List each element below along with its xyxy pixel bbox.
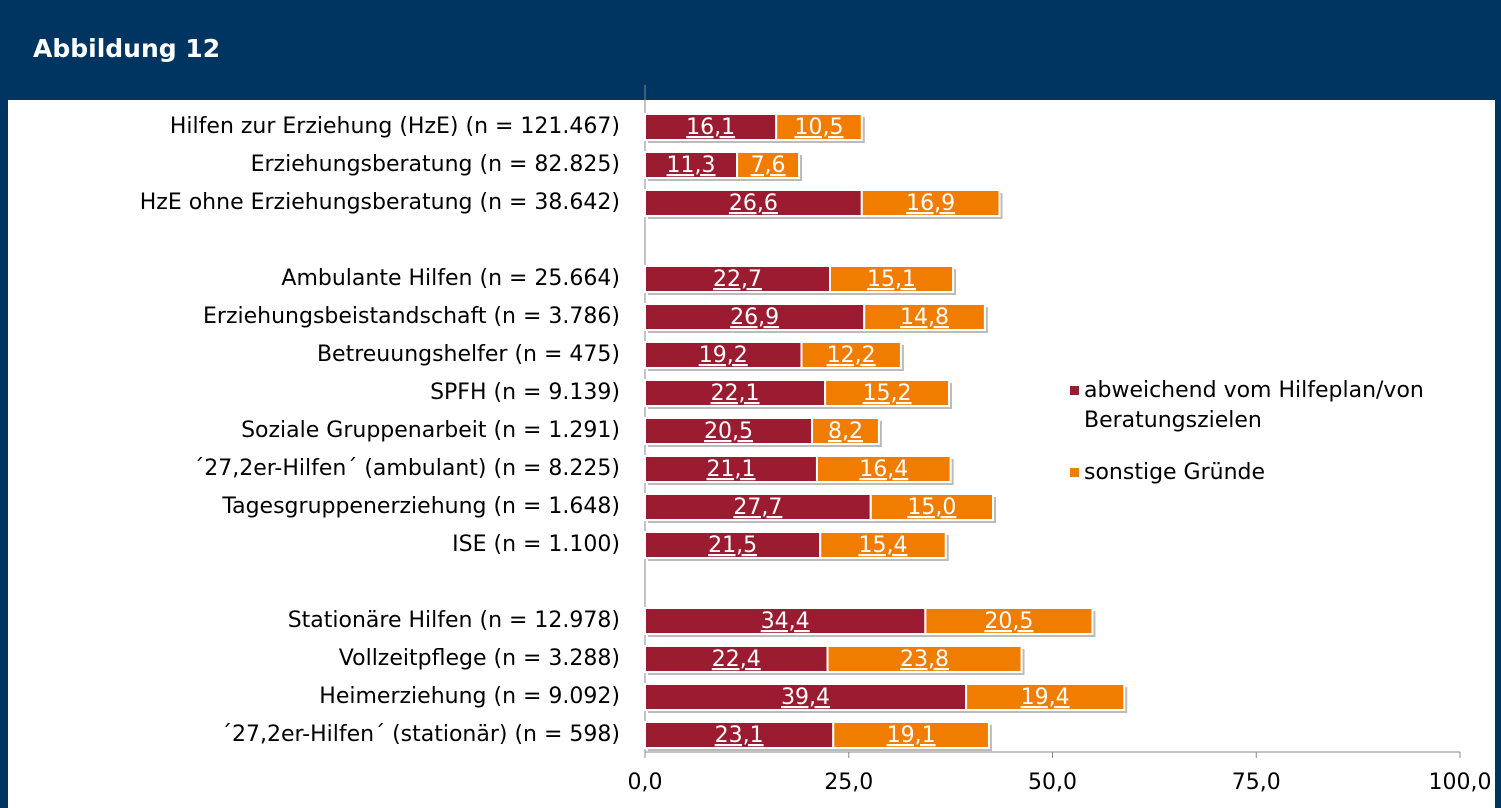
x-tick-label: 25,0: [824, 770, 873, 795]
category-label: Erziehungsberatung (n = 82.825): [251, 152, 620, 177]
value-label: 11,3: [667, 153, 716, 178]
value-label: 7,6: [751, 153, 786, 178]
header: [0, 0, 1501, 100]
value-label: 16,9: [906, 191, 955, 216]
bar-segment: [832, 721, 990, 749]
value-label: 20,5: [984, 609, 1033, 634]
bar-segment: [826, 645, 1023, 673]
value-label: 27,7: [733, 495, 782, 520]
x-tick-label: 0,0: [628, 770, 663, 795]
bar-segment: [644, 303, 866, 331]
bar-segment: [644, 113, 778, 141]
value-label: 10,5: [795, 115, 844, 140]
value-label: 19,4: [1021, 685, 1070, 710]
category-label: Ambulante Hilfen (n = 25.664): [281, 266, 620, 291]
bar-segment: [644, 531, 822, 559]
bar-segment: [736, 151, 801, 179]
chart-title: Abbildung 12: [33, 34, 220, 63]
bar-segment: [800, 341, 902, 369]
value-label: 39,4: [781, 685, 830, 710]
value-label: 19,1: [887, 723, 936, 748]
right-border: [1495, 0, 1501, 808]
legend-label: abweichend vom Hilfeplan/von Beratungszi…: [1084, 378, 1424, 433]
x-tick-label: 50,0: [1028, 770, 1077, 795]
category-label: ´27,2er-Hilfen´ (stationär) (n = 598): [221, 722, 620, 747]
value-label: 21,1: [706, 457, 755, 482]
bar-segment: [644, 189, 863, 217]
legend-label: sonstige Gründe: [1084, 460, 1266, 485]
bar-segment: [644, 455, 818, 483]
category-label: SPFH (n = 9.139): [430, 380, 620, 405]
category-label: Stationäre Hilfen (n = 12.978): [288, 608, 620, 633]
category-label: Tagesgruppenerziehung (n = 1.648): [221, 494, 620, 519]
value-label: 22,1: [711, 381, 760, 406]
value-label: 15,2: [863, 381, 912, 406]
left-border: [0, 0, 8, 808]
legend-item: sonstige Gründe: [1070, 458, 1500, 488]
legend: abweichend vom Hilfeplan/von Beratungszi…: [1070, 376, 1500, 510]
category-label: ISE (n = 1.100): [452, 532, 620, 557]
value-label: 15,0: [907, 495, 956, 520]
value-label: 15,4: [858, 533, 907, 558]
value-label: 8,2: [828, 419, 863, 444]
value-label: 16,4: [859, 457, 908, 482]
value-label: 21,5: [708, 533, 757, 558]
legend-swatch: [1070, 386, 1079, 395]
value-label: 26,9: [730, 305, 779, 330]
category-label: ´27,2er-Hilfen´ (ambulant) (n = 8.225): [193, 456, 620, 481]
value-label: 26,6: [729, 191, 778, 216]
category-label: Vollzeitpflege (n = 3.288): [339, 646, 620, 671]
legend-item: abweichend vom Hilfeplan/von Beratungszi…: [1070, 376, 1500, 436]
x-tick-label: 75,0: [1232, 770, 1281, 795]
value-label: 12,2: [827, 343, 876, 368]
category-label: Hilfen zur Erziehung (HzE) (n = 121.467): [170, 114, 620, 139]
category-label: Heimerziehung (n = 9.092): [319, 684, 620, 709]
value-label: 23,1: [715, 723, 764, 748]
bar-segment: [815, 455, 952, 483]
bar-segment: [824, 379, 950, 407]
value-label: 34,4: [761, 609, 810, 634]
bar-segment: [829, 265, 955, 293]
bar-segment: [644, 265, 832, 293]
value-label: 23,8: [900, 647, 949, 672]
bar-segment: [819, 531, 947, 559]
value-label: 22,7: [713, 267, 762, 292]
bar-segment: [924, 607, 1094, 635]
bar-segment: [775, 113, 863, 141]
category-label: HzE ohne Erziehungsberatung (n = 38.642): [140, 190, 620, 215]
category-label: Betreuungshelfer (n = 475): [317, 342, 620, 367]
value-label: 22,4: [712, 647, 761, 672]
category-label: Erziehungsbeistandschaft (n = 3.786): [203, 304, 620, 329]
value-label: 19,2: [699, 343, 748, 368]
bar-segment: [869, 493, 995, 521]
legend-swatch: [1070, 468, 1079, 477]
bar-segment: [863, 303, 986, 331]
bar-segment: [965, 683, 1126, 711]
bar-segment: [811, 417, 880, 445]
value-label: 15,1: [867, 267, 916, 292]
value-label: 20,5: [704, 419, 753, 444]
category-label: Soziale Gruppenarbeit (n = 1.291): [241, 418, 620, 443]
bar-segment: [644, 151, 739, 179]
value-label: 14,8: [900, 305, 949, 330]
x-tick-label: 100,0: [1429, 770, 1492, 795]
value-label: 16,1: [686, 115, 735, 140]
bar-segment: [860, 189, 1001, 217]
bar-segment: [644, 417, 814, 445]
